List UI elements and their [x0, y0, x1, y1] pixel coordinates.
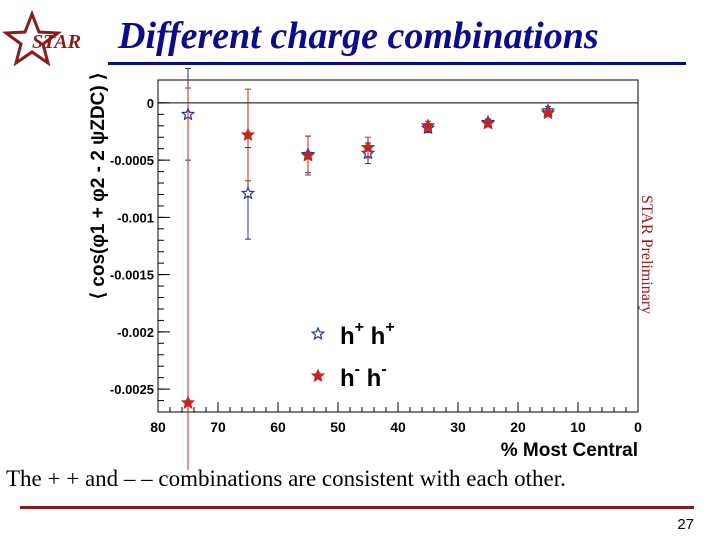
x-tick-label: 70: [210, 419, 226, 435]
y-tick-label: 0: [147, 96, 154, 111]
star-logo: STAR: [2, 9, 81, 67]
y-tick-label: -0.0015: [110, 268, 154, 283]
data-point-hmhm: [240, 127, 256, 142]
x-tick-label: 60: [270, 419, 286, 435]
title-underline: [108, 62, 686, 65]
star-logo-text: STAR: [32, 31, 81, 53]
x-tick-label: 10: [570, 419, 586, 435]
legend-label-hphp: h+ h+: [340, 319, 395, 350]
legend-label-hmhm: h- h-: [340, 361, 387, 392]
legend-marker: [310, 326, 326, 341]
legend-marker: [310, 368, 326, 383]
y-tick-label: -0.0025: [110, 382, 154, 397]
data-point-hmhm: [480, 115, 496, 130]
x-axis-label: % Most Central: [501, 440, 638, 461]
y-axis-label: ⟨ cos(φ1 + φ2 - 2 ψZDC) ⟩: [88, 73, 109, 300]
x-tick-label: 30: [450, 419, 466, 435]
bottom-rule: [20, 506, 694, 509]
plot-frame: [157, 79, 639, 413]
scatter-chart: 0 -0.0005 -0.001 -0.0015 -0.002 -0.0025 80 70 60…: [88, 68, 655, 470]
data-point-hmhm: [420, 118, 436, 132]
data-point-hmhm: [540, 105, 556, 120]
x-tick-label: 40: [390, 419, 406, 435]
data-point-hmhm: [360, 139, 376, 154]
x-tick-label: 20: [510, 419, 526, 435]
x-tick-label: 0: [634, 419, 642, 435]
x-tick-label: 50: [330, 419, 346, 435]
data-point-hmhm: [180, 395, 196, 409]
y-tick-label: -0.002: [117, 325, 154, 340]
y-tick-label: -0.0005: [110, 153, 154, 168]
slide-caption: The + + and – – combinations are consist…: [6, 466, 566, 491]
y-tick-label: -0.001: [117, 210, 154, 225]
data-point-hphp: [240, 185, 256, 200]
data-point-hmhm: [300, 148, 316, 162]
x-tick-label: 80: [150, 419, 166, 435]
slide-title: Different charge combinations: [118, 15, 599, 57]
watermark-label: STAR Preliminary: [638, 195, 655, 314]
page-number: 27: [677, 516, 694, 533]
